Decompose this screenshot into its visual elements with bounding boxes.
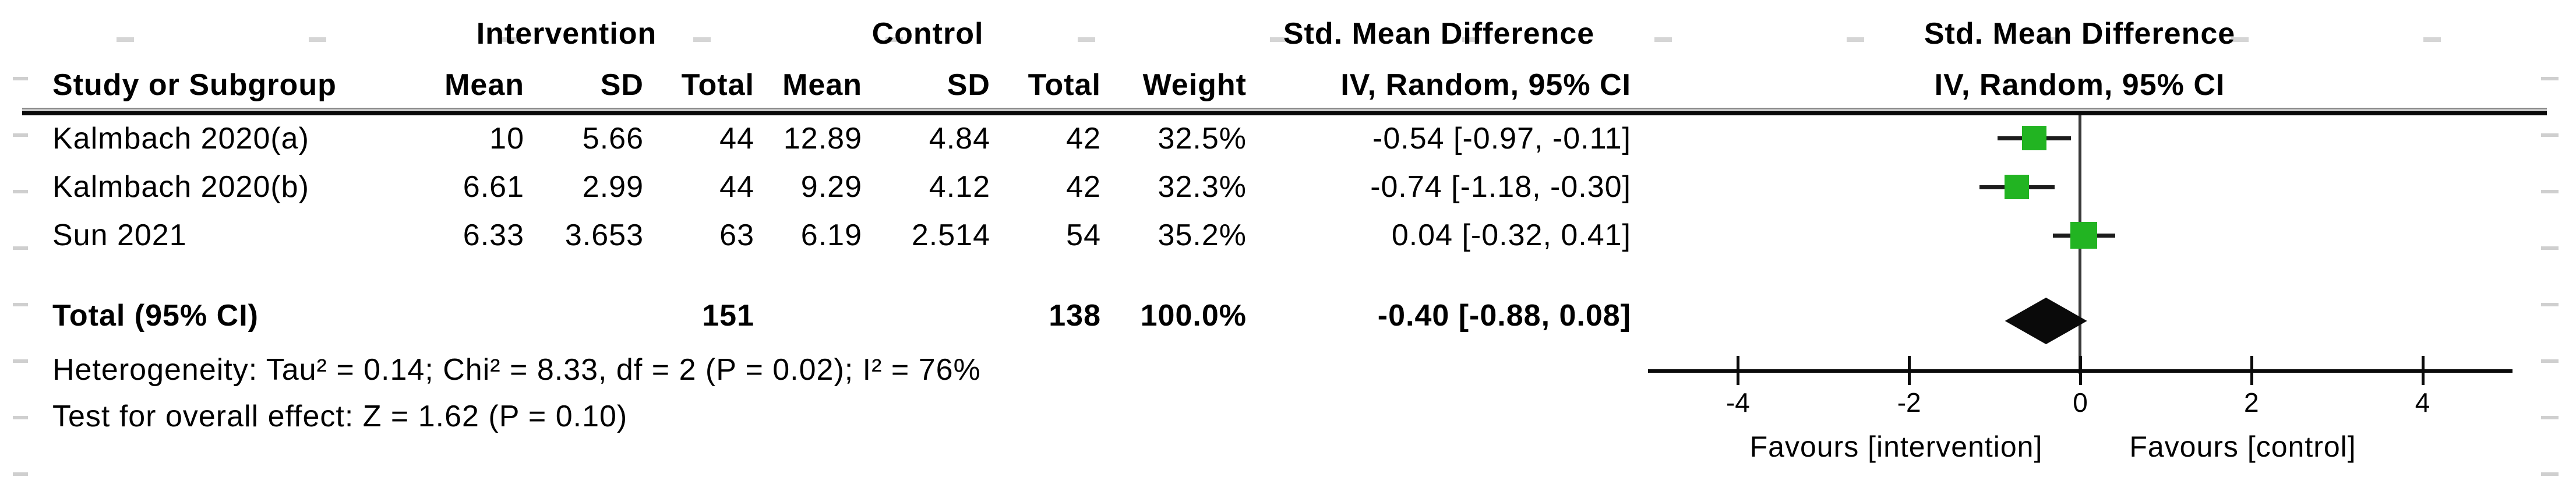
study-name: Kalmbach 2020(a) <box>52 122 309 156</box>
total-control-n: 138 <box>1049 299 1101 333</box>
study-name: Sun 2021 <box>52 218 187 252</box>
overall-effect-line: Test for overall effect: Z = 1.62 (P = 0… <box>52 400 628 433</box>
header-rule-thick <box>22 111 2547 115</box>
group-header-smd-left: Std. Mean Difference <box>1283 17 1595 51</box>
col-header-control-mean: Mean <box>782 68 862 102</box>
weight-value: 32.5% <box>1158 122 1247 156</box>
intervention-mean: 6.61 <box>463 170 524 204</box>
intervention-mean: 10 <box>489 122 524 156</box>
intervention-total: 63 <box>719 218 754 252</box>
col-header-control-sd: SD <box>947 68 990 102</box>
study-row: Kalmbach 2020(a) 10 5.66 44 12.89 4.84 4… <box>52 114 1631 163</box>
intervention-sd: 3.653 <box>564 218 644 252</box>
col-header-intervention-mean: Mean <box>444 68 524 102</box>
effect-point-marker <box>2070 222 2097 249</box>
ci-text: -0.54 [-0.97, -0.11] <box>1372 122 1631 156</box>
control-total: 42 <box>1066 170 1101 204</box>
x-axis-tick <box>1737 356 1740 385</box>
control-sd: 4.12 <box>929 170 990 204</box>
x-axis-tick <box>2079 356 2082 385</box>
group-header-control: Control <box>871 17 984 51</box>
ci-text: 0.04 [-0.32, 0.41] <box>1391 218 1631 252</box>
control-mean: 6.19 <box>800 218 862 252</box>
group-header-row: Intervention Control Std. Mean Differenc… <box>52 9 1631 58</box>
control-sd: 2.514 <box>911 218 990 252</box>
col-header-weight: Weight <box>1142 68 1247 102</box>
intervention-sd: 5.66 <box>582 122 644 156</box>
x-axis-tick-label: 4 <box>2415 387 2430 418</box>
intervention-total: 44 <box>719 122 754 156</box>
total-label: Total (95% CI) <box>52 299 259 333</box>
grid-artifact-top <box>117 37 2476 42</box>
heterogeneity-line: Heterogeneity: Tau² = 0.14; Chi² = 8.33,… <box>52 353 981 387</box>
col-header-intervention-total: Total <box>681 68 754 102</box>
grid-artifact-right <box>2541 77 2559 484</box>
total-row: Total (95% CI) 151 138 100.0% -0.40 [-0.… <box>52 291 1631 340</box>
effect-point-marker <box>2021 126 2046 150</box>
study-row: Kalmbach 2020(b) 6.61 2.99 44 9.29 4.12 … <box>52 162 1631 211</box>
col-header-study: Study or Subgroup <box>52 68 337 102</box>
intervention-sd: 2.99 <box>582 170 644 204</box>
column-header-row: Study or Subgroup Mean SD Total Mean SD … <box>52 61 1631 109</box>
control-mean: 12.89 <box>783 122 862 156</box>
plot-header-smd: Std. Mean Difference <box>1924 17 2236 51</box>
col-header-control-total: Total <box>1028 68 1101 102</box>
intervention-mean: 6.33 <box>463 218 524 252</box>
x-axis-tick-label: 2 <box>2244 387 2259 418</box>
weight-value: 35.2% <box>1158 218 1247 252</box>
study-name: Kalmbach 2020(b) <box>52 170 309 204</box>
effect-point-marker <box>2005 175 2030 199</box>
pooled-effect-diamond <box>2005 298 2087 344</box>
plot-header-ci: IV, Random, 95% CI <box>1934 68 2225 102</box>
control-sd: 4.84 <box>929 122 990 156</box>
control-total: 42 <box>1066 122 1101 156</box>
weight-value: 32.3% <box>1158 170 1247 204</box>
group-header-intervention: Intervention <box>476 17 657 51</box>
total-weight: 100.0% <box>1140 299 1247 333</box>
grid-artifact-left <box>13 77 28 484</box>
intervention-total: 44 <box>719 170 754 204</box>
x-axis-tick <box>1908 356 1911 385</box>
col-header-ci: IV, Random, 95% CI <box>1340 68 1631 102</box>
x-axis-tick <box>2250 356 2253 385</box>
col-header-intervention-sd: SD <box>600 68 644 102</box>
control-mean: 9.29 <box>800 170 862 204</box>
control-total: 54 <box>1066 218 1101 252</box>
total-ci-text: -0.40 [-0.88, 0.08] <box>1377 299 1631 333</box>
x-axis-tick-label: -4 <box>1725 387 1750 418</box>
x-axis-tick-label: 0 <box>2073 387 2088 418</box>
x-axis-tick <box>2421 356 2425 385</box>
header-rule-thin <box>22 108 2547 109</box>
ci-text: -0.74 [-1.18, -0.30] <box>1370 170 1631 204</box>
favours-right-label: Favours [control] <box>2129 430 2356 463</box>
total-intervention-n: 151 <box>702 299 754 333</box>
study-row: Sun 2021 6.33 3.653 63 6.19 2.514 54 35.… <box>52 211 1631 260</box>
x-axis-tick-label: -2 <box>1897 387 1921 418</box>
favours-left-label: Favours [intervention] <box>1749 430 2043 463</box>
